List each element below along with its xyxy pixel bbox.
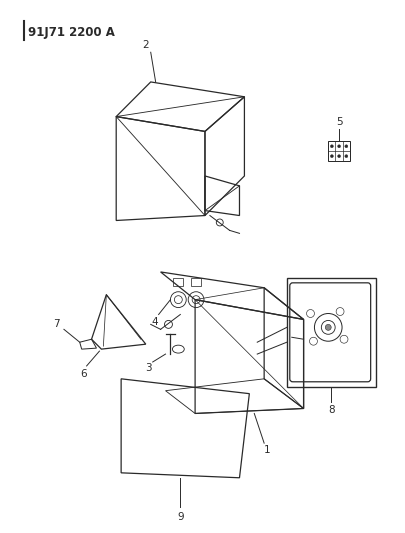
Circle shape [325, 325, 331, 330]
Circle shape [338, 155, 341, 158]
Bar [191, 278, 201, 286]
Text: 91J71 2200 A: 91J71 2200 A [28, 26, 115, 39]
Text: 4: 4 [151, 318, 158, 327]
Bar [328, 141, 350, 161]
Text: 6: 6 [80, 369, 87, 379]
Text: 5: 5 [336, 117, 342, 126]
Text: 2: 2 [143, 41, 149, 50]
Text: 8: 8 [328, 406, 335, 416]
Text: 3: 3 [145, 363, 152, 373]
Text: 1: 1 [264, 445, 271, 455]
Circle shape [345, 155, 348, 158]
Circle shape [330, 145, 333, 148]
Circle shape [338, 145, 341, 148]
Bar [287, 278, 375, 387]
Text: 9: 9 [177, 512, 183, 522]
Text: 7: 7 [53, 319, 60, 329]
Circle shape [345, 145, 348, 148]
Bar [173, 278, 183, 286]
Circle shape [330, 155, 333, 158]
